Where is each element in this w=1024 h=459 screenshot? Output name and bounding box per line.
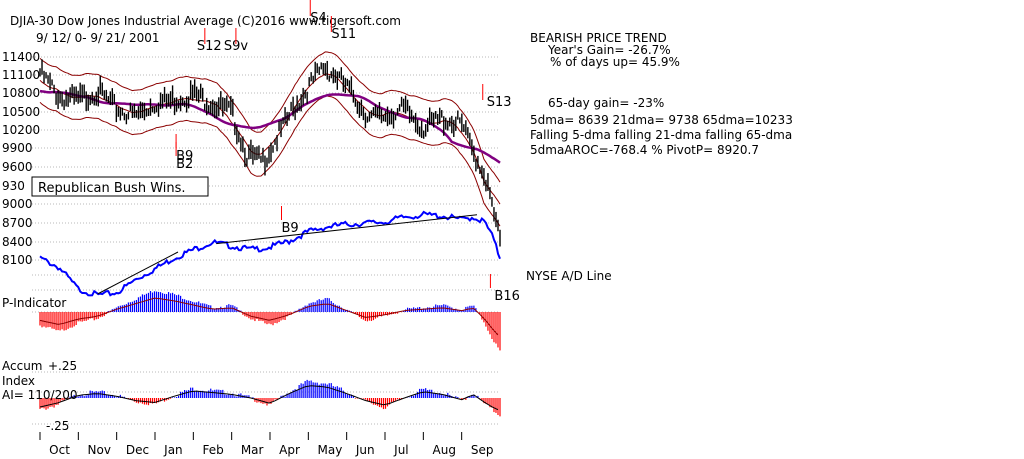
signal-label: S12 (197, 39, 222, 54)
y-tick-label: 8700 (2, 216, 33, 230)
signal-label: B2 (176, 157, 193, 172)
years-gain: Year's Gain= -26.7% (547, 43, 671, 57)
y-tick-label: 9000 (2, 197, 33, 211)
accum-lo-label: -.25 (46, 419, 69, 433)
annotation-text: Republican Bush Wins. (38, 181, 186, 196)
month-label: Jul (393, 443, 408, 457)
accum-hi-label: +.25 (48, 359, 77, 373)
month-axis: Oct Nov Dec Jan Feb Mar Apr May Jun Jul Aug Sep (39, 432, 494, 457)
month-label: Jan (163, 443, 183, 457)
y-tick-label: 9600 (2, 160, 33, 174)
p-indicator-layer (39, 291, 501, 351)
signal-label: S9v (224, 39, 249, 54)
trend-label: BEARISH PRICE TREND (530, 31, 667, 45)
month-label: Apr (279, 443, 300, 457)
month-label: Jun (355, 443, 375, 457)
gain-65: 65-day gain= -23% (548, 96, 664, 110)
moving-average-bands (39, 51, 501, 227)
dma-values: 5dma= 8639 21dma= 9738 65dma=10233 (530, 113, 793, 127)
month-label: Dec (126, 443, 149, 457)
falling-dma: Falling 5-dma falling 21-dma falling 65-… (530, 128, 792, 142)
month-label: May (318, 443, 343, 457)
signal-label: S13 (487, 95, 512, 110)
ai-label: AI= 110/200 (2, 388, 77, 402)
accum-index-layer (39, 379, 501, 417)
p-indicator-label: P-Indicator (2, 296, 66, 310)
index-label: Index (2, 374, 35, 388)
ad-trendline (216, 214, 478, 245)
date-range: 9/ 12/ 0- 9/ 21/ 2001 (36, 31, 160, 45)
y-tick-label: 9900 (2, 141, 33, 155)
y-tick-label: 11400 (2, 50, 40, 64)
ad-line-series (39, 210, 501, 297)
month-label: Feb (203, 443, 224, 457)
signal-label: B9 (176, 149, 193, 164)
month-label: Oct (49, 443, 70, 457)
price-bars (39, 59, 501, 247)
days-up: % of days up= 45.9% (550, 55, 680, 69)
ma65-line (39, 89, 501, 164)
upper-band-line (39, 51, 501, 183)
aroc-pivot: 5dmaAROC=-768.4 % PivotP= 8920.7 (530, 143, 759, 157)
p-indicator-average (39, 297, 499, 336)
y-tick-label: 8400 (2, 235, 33, 249)
signal-label: S11 (331, 27, 356, 42)
y-tick-labels: 11400 11100 10800 10500 10200 9900 9600 930 9000… (2, 50, 40, 267)
ad-line-layer (39, 210, 501, 297)
month-label: Sep (471, 443, 494, 457)
accum-label: Accum (2, 359, 43, 373)
month-label: Nov (88, 443, 111, 457)
accum-index-average (39, 385, 499, 411)
y-tick-label: 10200 (2, 123, 40, 137)
y-tick-label: 10500 (2, 105, 40, 119)
annotation-box (31, 176, 209, 197)
y-tick-label: 11100 (2, 68, 40, 82)
signal-label: B16 (494, 289, 519, 304)
chart-title: DJIA-30 Dow Jones Industrial Average (C)… (10, 14, 401, 28)
signal-label: S4 (310, 11, 327, 26)
month-label: Aug (433, 443, 456, 457)
ad-trendline (97, 251, 179, 295)
signal-label: B9 (282, 221, 299, 236)
lower-band-line (39, 95, 501, 227)
y-tick-label: 930 (2, 179, 25, 193)
y-tick-label: 10800 (2, 86, 40, 100)
y-tick-label: 8100 (2, 253, 33, 267)
month-label: Mar (241, 443, 264, 457)
ad-line-label: NYSE A/D Line (526, 269, 612, 283)
